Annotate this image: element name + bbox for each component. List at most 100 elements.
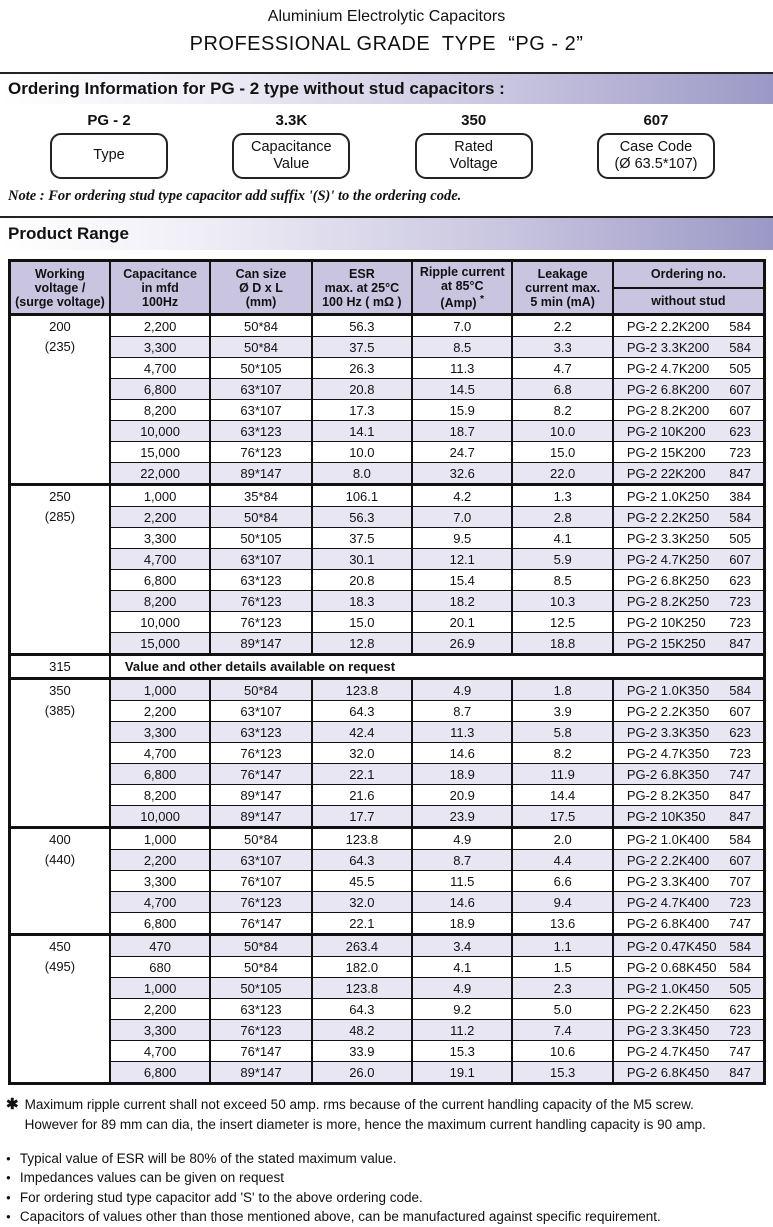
can-size-cell: 89*147: [209, 784, 313, 806]
ordering-no-cell: PG-2 4.7K250 607: [611, 548, 766, 570]
ripple-current-cell: 11.2: [411, 1019, 514, 1041]
ordering-no-cell: PG-2 3.3K450 723: [611, 1019, 766, 1041]
esr-cell: 22.1: [310, 763, 414, 785]
ripple-current-cell: 15.4: [411, 569, 514, 591]
can-size-cell: 63*123: [209, 569, 313, 591]
ordering-no-cell: PG-2 4.7K400 723: [611, 891, 766, 913]
case-code: 847: [729, 808, 751, 824]
case-code: 747: [729, 1043, 751, 1059]
table-row: 450 (495) 470 50*84 263.4 3.4 1.1 PG-2 0.47K450…: [8, 933, 766, 1084]
ordering-code-value: PG - 2: [87, 112, 131, 129]
ordering-code: PG-2 3.3K350: [626, 724, 710, 740]
leakage-current-cell: 10.3: [511, 590, 614, 612]
case-code: 747: [729, 915, 751, 931]
capacitance-cell: 3,300: [108, 721, 212, 743]
ordering-code: PG-2 4.7K450: [626, 1043, 710, 1059]
capacitance-cell: 1,000: [108, 483, 212, 507]
table-row: 3,300 76*107 45.5 11.5 6.6 PG-2 3.3K400 707: [10, 870, 766, 892]
can-size-cell: 63*107: [209, 378, 313, 400]
leakage-current-cell: 8.2: [511, 742, 614, 764]
table-row: 8,200 76*123 18.3 18.2 10.3 PG-2 8.2K250 723: [10, 590, 766, 612]
table-row: 250 (285) 1,000 35*84 106.1 4.2 1.3 PG-2 1.0K25…: [8, 483, 766, 655]
capacitance-cell: 22,000: [108, 462, 212, 485]
ordering-no-cell: PG-2 8.2K250 723: [611, 590, 766, 612]
leakage-current-cell: 4.7: [511, 357, 614, 379]
esr-cell: 14.1: [310, 420, 414, 442]
case-code: 723: [729, 894, 751, 910]
bullet-note: ● Typical value of ESR will be 80% of the…: [6, 1149, 765, 1169]
ripple-current-cell: 8.5: [411, 336, 514, 358]
can-size-cell: 63*107: [209, 700, 313, 722]
table-row: 6,800 76*147 22.1 18.9 13.6 PG-2 6.8K400 747: [10, 912, 766, 935]
can-size-cell: 76*123: [209, 891, 313, 913]
capacitance-cell: 6,800: [108, 569, 212, 591]
leakage-current-cell: 22.0: [511, 462, 614, 485]
ordering-code: PG-2 3.3K450: [626, 1022, 710, 1038]
can-size-cell: 50*105: [209, 357, 313, 379]
ordering-no-cell: PG-2 2.2K200 584: [611, 313, 766, 337]
page-title: Aluminium Electrolytic Capacitors: [267, 8, 506, 25]
capacitance-cell: 8,200: [108, 590, 212, 612]
can-size-cell: 50*105: [209, 977, 313, 999]
capacitance-cell: 4,700: [108, 548, 212, 570]
voltage-value: 400: [49, 832, 71, 848]
surge-voltage-value: (385): [44, 703, 76, 719]
voltage-cell: 450 (495): [8, 933, 111, 1084]
bullet-notes: ● Typical value of ESR will be 80% of the…: [6, 1149, 765, 1227]
ordering-no-cell: PG-2 2.2K350 607: [611, 700, 766, 722]
leakage-current-cell: 4.4: [511, 849, 614, 871]
table-row: 2,200 63*107 64.3 8.7 3.9 PG-2 2.2K350 607: [10, 700, 766, 722]
ordering-code: PG-2 10K200: [626, 423, 706, 439]
can-size-cell: 76*123: [209, 590, 313, 612]
capacitance-cell: 2,200: [108, 700, 212, 722]
ripple-current-cell: 7.0: [411, 313, 514, 337]
ordering-no-cell: PG-2 6.8K350 747: [611, 763, 766, 785]
asterisk-footnote-line1: Maximum ripple current shall not exceed …: [24, 1097, 694, 1113]
case-code: 584: [729, 959, 751, 975]
can-size-cell: 76*123: [209, 441, 313, 463]
ordering-no-cell: PG-2 2.2K400 607: [611, 849, 766, 871]
case-code: 607: [729, 402, 751, 418]
leakage-current-cell: 1.5: [511, 956, 614, 978]
esr-cell: 37.5: [310, 527, 414, 549]
ordering-code: PG-2 0.68K450: [626, 959, 717, 975]
table-row: 200 (235) 2,200 50*84 56.3 7.0 2.2 PG-2 2.2K200…: [8, 313, 766, 485]
ordering-no-cell: PG-2 4.7K200 505: [611, 357, 766, 379]
table-row: 10,000 89*147 17.7 23.9 17.5 PG-2 10K350 847: [10, 805, 766, 828]
asterisk-footnote: ✱ Maximum ripple current shall not excee…: [6, 1095, 765, 1136]
case-code: 623: [729, 572, 751, 588]
leakage-current-cell: 1.3: [511, 483, 614, 507]
case-code: 607: [729, 703, 751, 719]
case-code: 723: [729, 444, 751, 460]
bullet-note-text: Typical value of ESR will be 80% of the …: [19, 1150, 397, 1166]
ordering-no-cell: PG-2 10K200 623: [611, 420, 766, 442]
esr-cell: 15.0: [310, 611, 414, 633]
ordering-no-cell: PG-2 4.7K450 747: [611, 1040, 766, 1062]
leakage-current-cell: 6.8: [511, 378, 614, 400]
can-size-cell: 76*147: [209, 912, 313, 935]
ordering-code: PG-2 4.7K200: [626, 360, 710, 376]
case-code: 505: [729, 530, 751, 546]
table-row: 2,200 63*107 64.3 8.7 4.4 PG-2 2.2K400 607: [10, 849, 766, 871]
bullet-note-text: For ordering stud type capacitor add 'S'…: [19, 1189, 423, 1205]
capacitance-cell: 8,200: [108, 784, 212, 806]
case-code: 723: [729, 1022, 751, 1038]
ripple-current-cell: 18.7: [411, 420, 514, 442]
voltage-cell: 200 (235): [8, 313, 111, 485]
capacitance-cell: 6,800: [108, 378, 212, 400]
ordering-code: PG-2 10K350: [626, 808, 706, 824]
esr-cell: 22.1: [310, 912, 414, 935]
ripple-current-cell: 19.1: [411, 1061, 514, 1084]
case-code: 707: [729, 873, 751, 889]
esr-cell: 64.3: [310, 998, 414, 1020]
case-code: 623: [729, 724, 751, 740]
case-code: 584: [729, 831, 751, 847]
ordering-no-cell: PG-2 3.3K200 584: [611, 336, 766, 358]
product-range-table: Working voltage / (surge voltage) Capaci…: [8, 259, 766, 1086]
can-size-cell: 76*123: [209, 742, 313, 764]
ordering-no-cell: PG-2 2.2K450 623: [611, 998, 766, 1020]
ripple-current-cell: 15.9: [411, 399, 514, 421]
case-code: 505: [729, 980, 751, 996]
esr-cell: 33.9: [310, 1040, 414, 1062]
table-row: 4,700 76*147 33.9 15.3 10.6 PG-2 4.7K450 747: [10, 1040, 766, 1062]
